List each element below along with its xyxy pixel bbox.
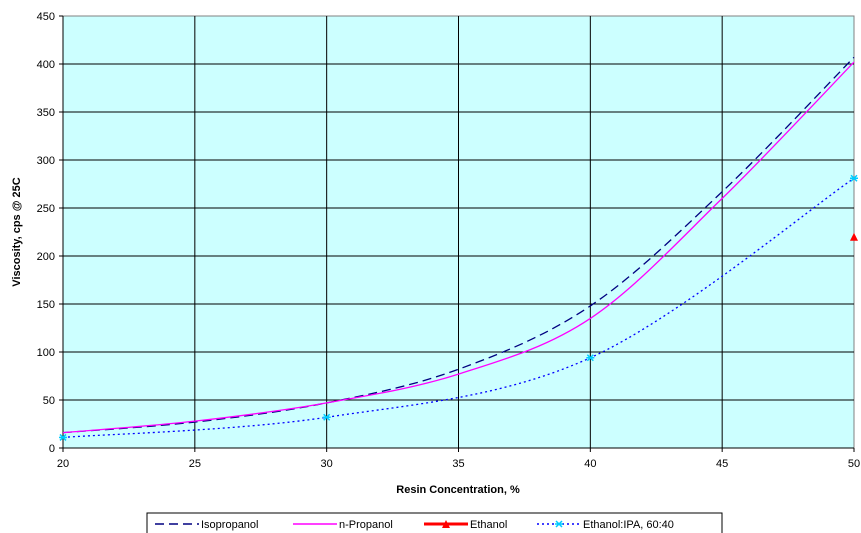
y-tick-label: 100 (37, 347, 55, 359)
legend-label: n-Propanol (339, 519, 393, 531)
marker-stroke (555, 520, 563, 528)
marker-stroke (586, 354, 594, 362)
y-tick-label: 300 (37, 155, 55, 167)
legend-label: Ethanol:IPA, 60:40 (583, 519, 674, 531)
legend-item: Isopropanol (155, 519, 259, 531)
y-tick-label: 400 (37, 59, 55, 71)
x-tick-label: 30 (321, 458, 333, 470)
legend-item: n-Propanol (293, 519, 393, 531)
data-point (586, 354, 595, 362)
marker-stroke (850, 174, 858, 182)
data-point (59, 433, 67, 441)
legend-marker (555, 520, 563, 528)
y-axis-ticks: 0 50 100 150 200 250 300 350 400 450 (37, 11, 63, 455)
series-line (62, 177, 855, 439)
data-point (322, 413, 331, 421)
legend-item: Ethanol:IPA, 60:40 (537, 519, 674, 531)
x-tick-label: 50 (848, 458, 860, 470)
legend: Isopropanol n-Propanol Ethanol Ethanol:IPA,… (146, 512, 723, 533)
x-tick-label: 25 (189, 458, 201, 470)
marker-stroke (59, 433, 67, 441)
x-tick-label: 35 (452, 458, 464, 470)
x-axis-ticks: 20 25 30 35 40 45 50 (57, 448, 860, 470)
y-axis-title: Viscosity, cps @ 25C (11, 177, 23, 286)
y-tick-label: 200 (37, 251, 55, 263)
series-1 (62, 56, 855, 434)
x-tick-label: 40 (584, 458, 596, 470)
series-line (62, 61, 855, 434)
y-tick-label: 350 (37, 107, 55, 119)
y-tick-label: 150 (37, 299, 55, 311)
legend-marker (442, 520, 450, 528)
x-tick-label: 20 (57, 458, 69, 470)
legend-label: Ethanol (470, 519, 507, 531)
legend-label: Isopropanol (201, 519, 259, 531)
legend-item: Ethanol (424, 519, 507, 531)
y-tick-label: 250 (37, 203, 55, 215)
series-layer (59, 56, 858, 441)
y-tick-label: 0 (49, 443, 55, 455)
data-point (850, 232, 858, 241)
x-axis-title: Resin Concentration, % (396, 484, 520, 496)
series-3 (850, 232, 858, 241)
x-tick-label: 45 (716, 458, 728, 470)
data-point (850, 174, 858, 182)
y-tick-label: 450 (37, 11, 55, 23)
marker-stroke (323, 413, 331, 421)
series-2 (62, 61, 855, 434)
y-tick-label: 50 (43, 395, 55, 407)
series-line (62, 56, 855, 434)
series-4 (59, 174, 858, 441)
